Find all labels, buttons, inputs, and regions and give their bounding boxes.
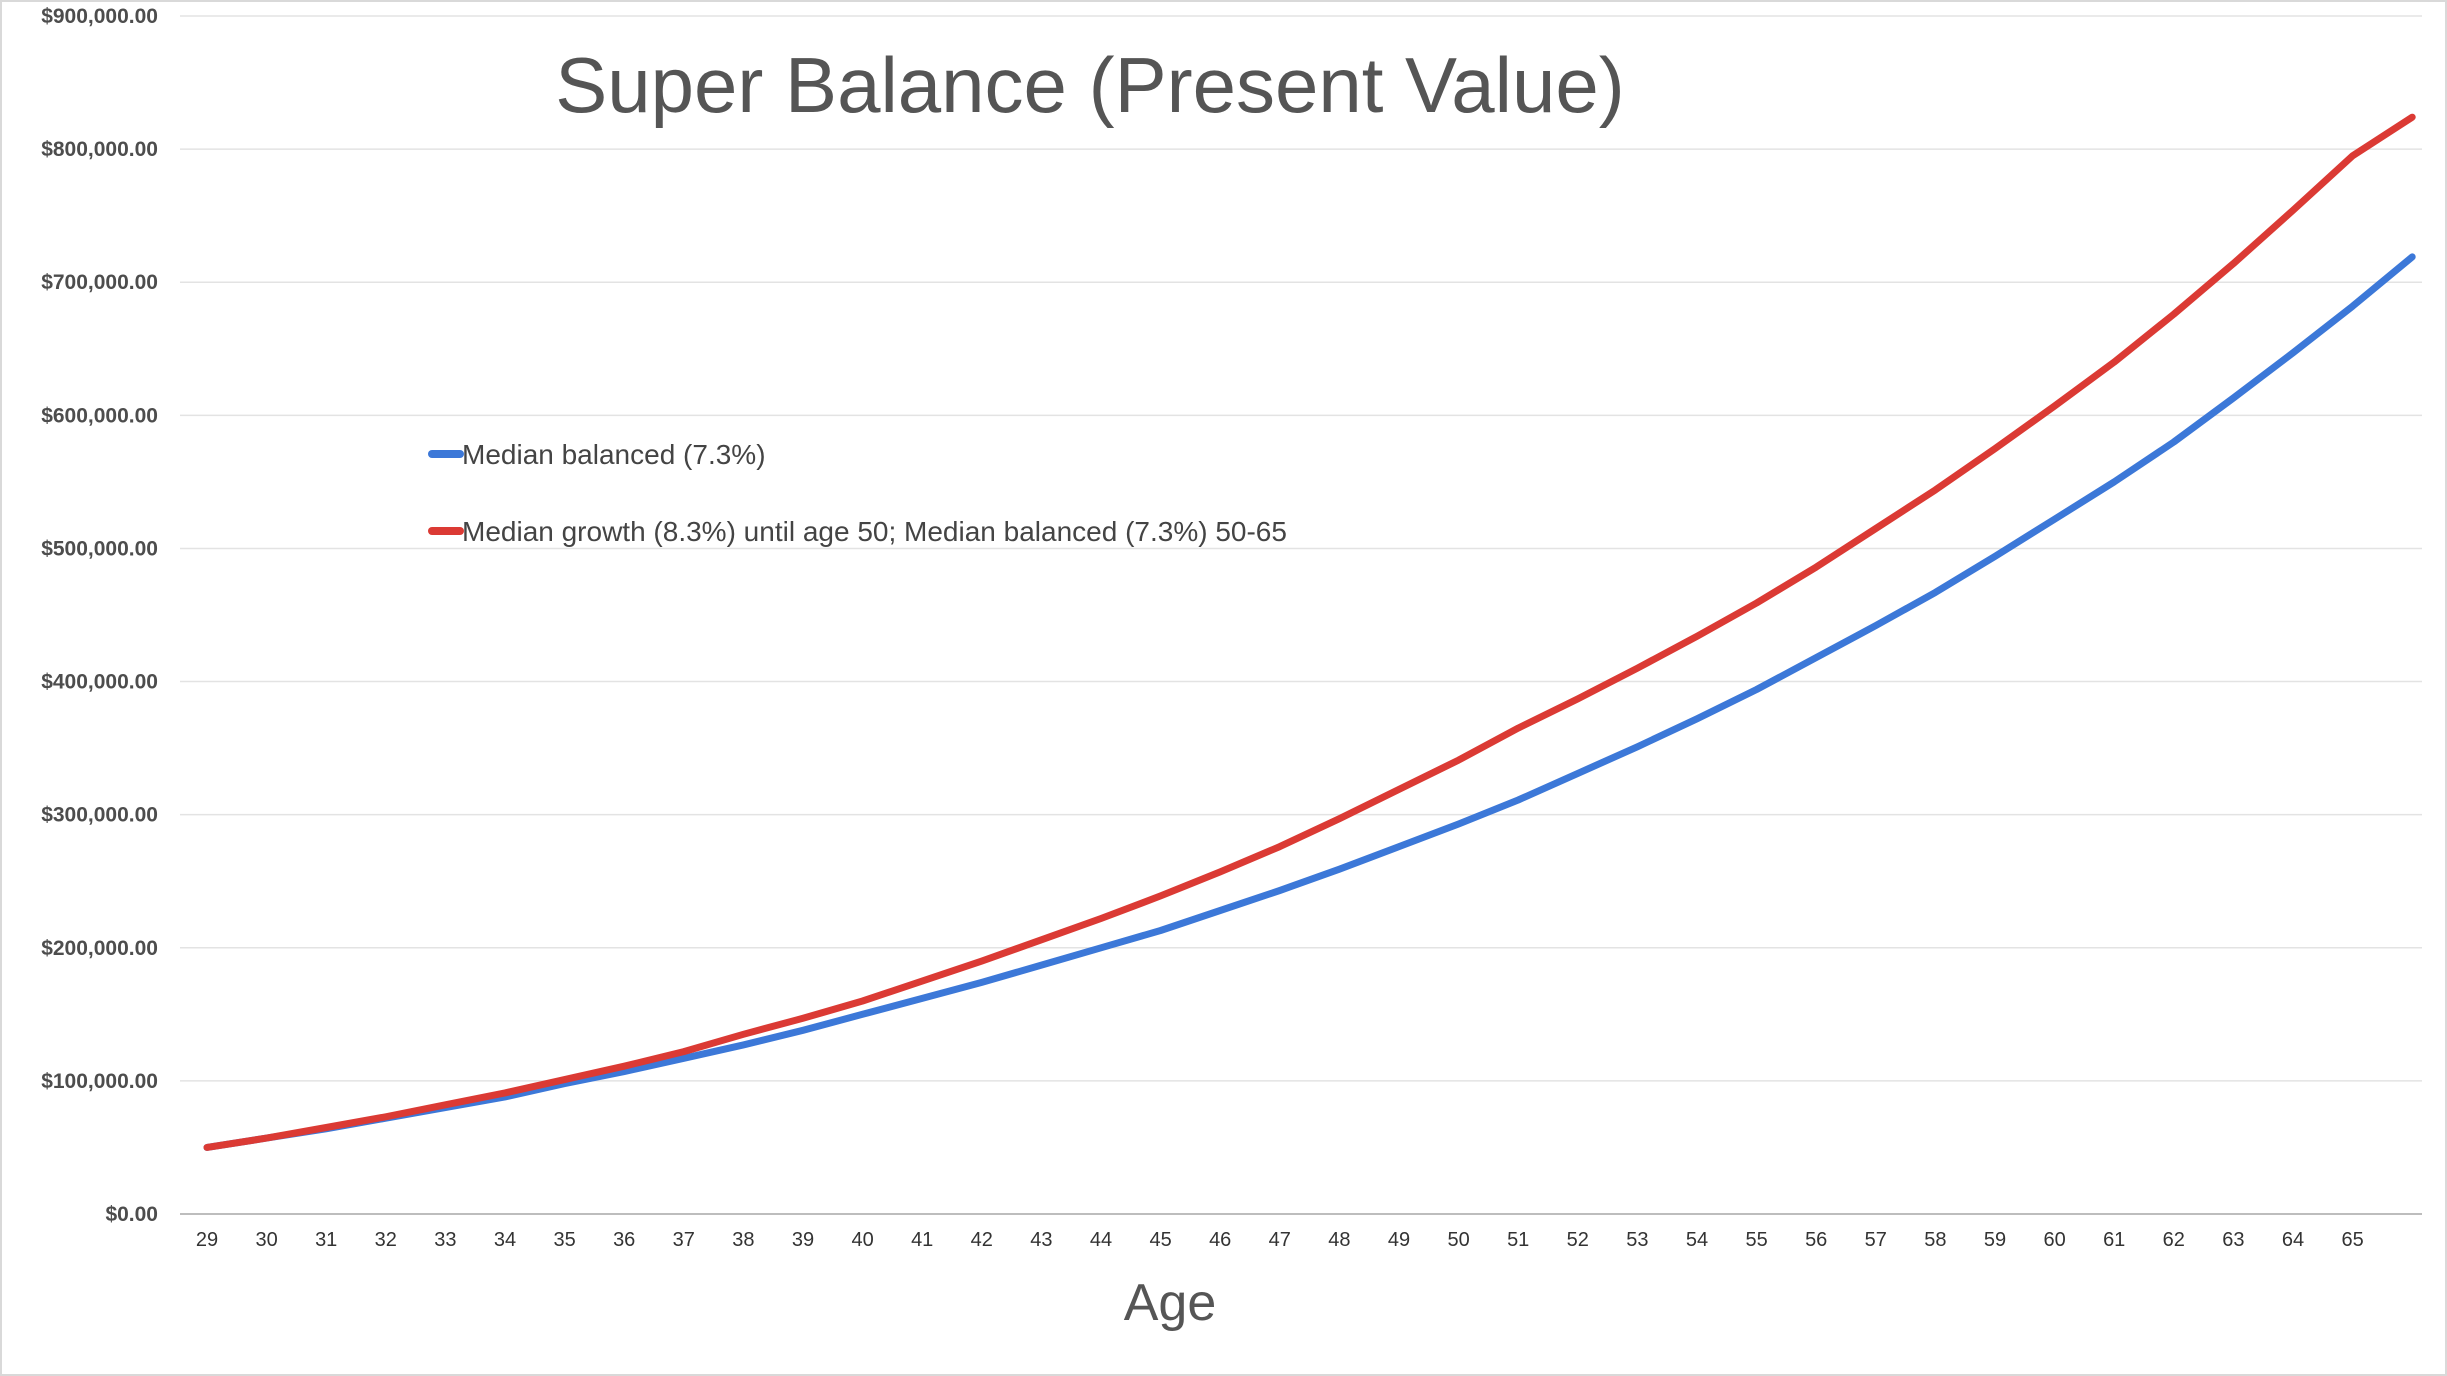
x-tick-label: 47	[1269, 1229, 1291, 1251]
x-tick-label: 48	[1328, 1229, 1350, 1251]
gridlines	[180, 15, 2422, 1215]
x-tick-label: 65	[2341, 1229, 2363, 1251]
legend-label-growth: Median growth (8.3%) until age 50; Media…	[462, 516, 1287, 547]
x-tick-label: 32	[375, 1229, 397, 1251]
x-tick-label: 46	[1209, 1229, 1231, 1251]
x-tick-label: 62	[2163, 1229, 2185, 1251]
x-tick-label: 52	[1567, 1229, 1589, 1251]
x-tick-label: 54	[1686, 1229, 1708, 1251]
series-lines	[203, 113, 2416, 1151]
x-tick-label: 38	[732, 1229, 754, 1251]
x-tick-label: 55	[1745, 1229, 1767, 1251]
x-tick-label: 41	[911, 1229, 933, 1251]
series-line-balanced	[203, 253, 2416, 1151]
x-tick-label: 60	[2043, 1229, 2065, 1251]
y-tick-label: $100,000.00	[41, 1070, 158, 1093]
x-tick-label: 43	[1030, 1229, 1052, 1251]
x-axis-label: Age	[1124, 1274, 1217, 1332]
y-tick-label: $300,000.00	[41, 804, 158, 827]
x-tick-label: 57	[1865, 1229, 1887, 1251]
x-tick-label: 30	[255, 1229, 277, 1251]
x-tick-label: 59	[1984, 1229, 2006, 1251]
y-tick-label: $800,000.00	[41, 138, 158, 161]
legend-item-growth: Median growth (8.3%) until age 50; Media…	[428, 516, 1287, 547]
series-line-growth	[203, 113, 2416, 1151]
x-tick-label: 56	[1805, 1229, 1827, 1251]
x-tick-label: 34	[494, 1229, 516, 1251]
x-tick-label: 39	[792, 1229, 814, 1251]
x-tick-label: 58	[1924, 1229, 1946, 1251]
y-tick-label: $500,000.00	[41, 537, 158, 560]
legend: Median balanced (7.3%) Median growth (8.…	[428, 439, 1287, 547]
x-tick-label: 31	[315, 1229, 337, 1251]
y-tick-label: $600,000.00	[41, 404, 158, 427]
y-tick-label: $900,000.00	[41, 5, 158, 28]
chart-title: Super Balance (Present Value)	[555, 41, 1625, 129]
x-tick-label: 45	[1149, 1229, 1171, 1251]
x-tick-label: 49	[1388, 1229, 1410, 1251]
y-tick-label: $700,000.00	[41, 271, 158, 294]
legend-label-balanced: Median balanced (7.3%)	[462, 439, 766, 470]
x-tick-label: 42	[971, 1229, 993, 1251]
x-tick-label: 37	[673, 1229, 695, 1251]
y-tick-label: $200,000.00	[41, 937, 158, 960]
x-axis: 29 30 31 32 33 34 35 36 37 38 39 40 41 42 43 44 45 46 47 48…	[196, 1229, 2364, 1251]
x-tick-label: 36	[613, 1229, 635, 1251]
y-axis: $0.00 $100,000.00 $200,000.00 $300,000.00 $4…	[41, 5, 158, 1226]
y-tick-label: $0.00	[105, 1203, 158, 1226]
x-tick-label: 61	[2103, 1229, 2125, 1251]
x-tick-label: 63	[2222, 1229, 2244, 1251]
x-tick-label: 51	[1507, 1229, 1529, 1251]
x-tick-label: 35	[553, 1229, 575, 1251]
y-tick-label: $400,000.00	[41, 671, 158, 694]
x-tick-label: 40	[851, 1229, 873, 1251]
x-tick-label: 53	[1626, 1229, 1648, 1251]
x-tick-label: 29	[196, 1229, 218, 1251]
x-tick-label: 33	[434, 1229, 456, 1251]
x-tick-label: 64	[2282, 1229, 2304, 1251]
x-tick-label: 50	[1447, 1229, 1469, 1251]
legend-item-balanced: Median balanced (7.3%)	[428, 439, 766, 470]
x-tick-label: 44	[1090, 1229, 1112, 1251]
